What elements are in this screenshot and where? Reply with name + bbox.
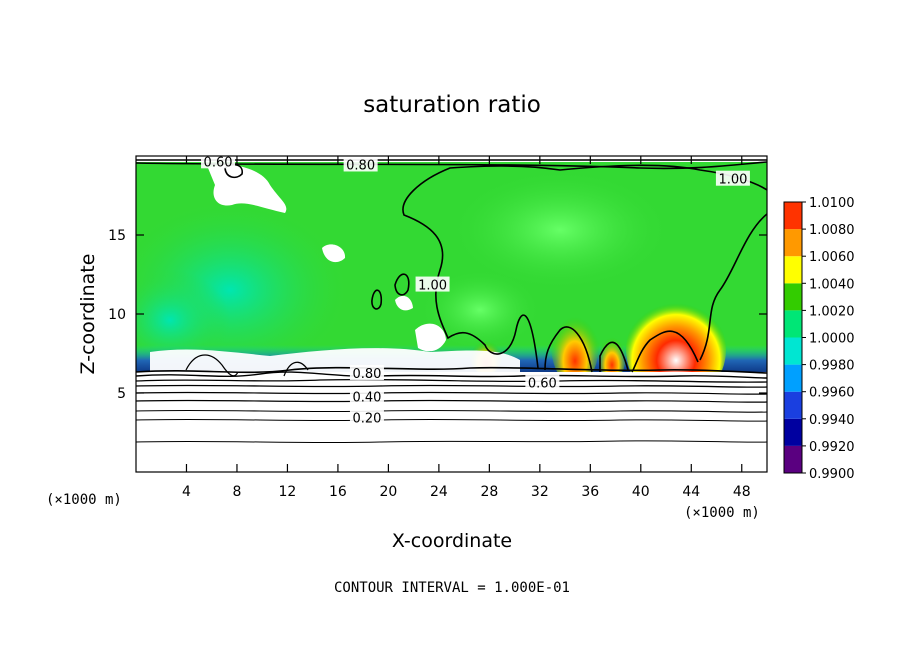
x-tick-label: 28 bbox=[480, 484, 498, 500]
contours-lower bbox=[136, 354, 767, 444]
contour-lower-9 bbox=[136, 440, 767, 444]
y-tick-label: 5 bbox=[117, 386, 126, 402]
field-cyan-west2 bbox=[136, 270, 230, 370]
contour-label-bg bbox=[715, 170, 750, 186]
y-tick-label: 15 bbox=[108, 228, 126, 244]
y-axis-label: Z-coordinate bbox=[77, 254, 99, 375]
contour-top-2 bbox=[136, 161, 767, 170]
y-tick-label: 10 bbox=[108, 307, 126, 323]
contour-lower-6 bbox=[136, 399, 767, 403]
contour-lower-2 bbox=[136, 371, 767, 379]
x-tick-label: 48 bbox=[733, 484, 751, 500]
x-axis-ticks: 4 8 12 16 20 24 28 32 36 40 44 48 bbox=[182, 156, 751, 500]
colorbar-label: 0.9960 bbox=[809, 386, 855, 401]
contour-label-bg bbox=[415, 276, 450, 292]
x-unit-label-left: (×1000 m) bbox=[46, 492, 122, 508]
white-patch-top bbox=[208, 164, 287, 213]
x-tick-label: 12 bbox=[279, 484, 297, 500]
contour-labels: 0.60 0.80 1.00 1.00 0.80 0.60 0.40 0.20 bbox=[201, 155, 750, 426]
contour-label: 1.00 bbox=[718, 173, 747, 188]
x-unit-label-right: (×1000 m) bbox=[684, 505, 760, 521]
field-light-1 bbox=[450, 170, 670, 290]
colorbar-label: 0.9900 bbox=[809, 467, 855, 482]
contour-lower-1 bbox=[136, 366, 767, 374]
x-tick-label: 36 bbox=[581, 484, 599, 500]
contour-label: 0.80 bbox=[352, 367, 381, 382]
contour-interval-note: CONTOUR INTERVAL = 1.000E-01 bbox=[334, 580, 570, 596]
contour-label-bg bbox=[343, 156, 378, 172]
contour-lower-8 bbox=[136, 418, 767, 422]
contour-lower-4 bbox=[136, 384, 767, 388]
contour-label-bg bbox=[201, 156, 236, 169]
colorbar-segment bbox=[784, 337, 802, 365]
contour-bump-1 bbox=[185, 354, 239, 377]
contour-label: 0.60 bbox=[528, 377, 557, 392]
colorbar-segment bbox=[784, 283, 802, 311]
y-axis-ticks: 5 10 15 bbox=[108, 228, 767, 402]
contour-label: 0.40 bbox=[352, 391, 381, 406]
lower-layer bbox=[136, 372, 767, 472]
colorbar-segment bbox=[784, 256, 802, 284]
contour-1-00-small-2 bbox=[394, 273, 410, 296]
colorbar-label: 1.0000 bbox=[809, 332, 855, 347]
x-tick-label: 4 bbox=[182, 484, 191, 500]
white-patch-small-1 bbox=[322, 244, 346, 263]
contour-label-bg bbox=[349, 409, 384, 425]
colorbar-segment bbox=[784, 445, 802, 473]
contour-1-00-small-1 bbox=[371, 289, 383, 310]
x-tick-label: 44 bbox=[682, 484, 700, 500]
contour-lower-5 bbox=[136, 391, 767, 395]
white-patch-lower bbox=[150, 348, 520, 372]
plume-3 bbox=[598, 330, 626, 380]
top-strip bbox=[136, 156, 767, 162]
colorbar-segment bbox=[784, 418, 802, 446]
contour-lower-3 bbox=[136, 378, 767, 383]
colorbar: 0.9900 0.9920 0.9940 0.9960 0.9980 1.0000 1.00… bbox=[783, 196, 855, 482]
contour-label: 0.80 bbox=[346, 158, 375, 173]
field-light-2 bbox=[420, 270, 540, 350]
contour-label: 0.20 bbox=[352, 411, 381, 426]
chart-title: saturation ratio bbox=[363, 92, 541, 118]
x-tick-label: 20 bbox=[379, 484, 397, 500]
x-tick-label: 40 bbox=[632, 484, 650, 500]
x-axis-label: X-coordinate bbox=[392, 530, 512, 552]
white-patch-mid bbox=[415, 323, 446, 352]
contour-bump-2 bbox=[283, 361, 309, 377]
colorbar-segment bbox=[784, 202, 802, 230]
contours-upper bbox=[136, 159, 767, 373]
colorbar-label: 1.0060 bbox=[809, 250, 855, 265]
x-tick-label: 32 bbox=[531, 484, 549, 500]
x-tick-label: 16 bbox=[329, 484, 347, 500]
colorbar-segment bbox=[784, 229, 802, 257]
colorbar-segment bbox=[784, 364, 802, 392]
contour-label-bg bbox=[349, 365, 384, 381]
contour-lower-7 bbox=[136, 409, 767, 413]
colorbar-label: 0.9940 bbox=[809, 413, 855, 428]
plume-2 bbox=[551, 305, 599, 385]
plot-area: 0.60 0.80 1.00 1.00 0.80 0.60 0.40 0.20 bbox=[136, 155, 767, 472]
contour-label-bg bbox=[349, 388, 384, 404]
x-tick-label: 8 bbox=[232, 484, 241, 500]
colorbar-segment bbox=[784, 391, 802, 419]
colorbar-label: 1.0100 bbox=[809, 196, 855, 211]
colorbar-label: 1.0080 bbox=[809, 223, 855, 238]
x-tick-label: 24 bbox=[430, 484, 448, 500]
contour-label: 1.00 bbox=[418, 279, 447, 294]
contour-1-00-main bbox=[402, 164, 767, 373]
white-patch-small-2 bbox=[395, 295, 413, 311]
colorbar-label: 1.0020 bbox=[809, 304, 855, 319]
colorbar-label: 1.0040 bbox=[809, 277, 855, 292]
contour-label: 0.60 bbox=[204, 155, 233, 170]
colorbar-label: 0.9980 bbox=[809, 359, 855, 374]
colorbar-label: 0.9920 bbox=[809, 440, 855, 455]
colorbar-segment bbox=[784, 310, 802, 338]
contour-label-bg bbox=[525, 374, 560, 390]
